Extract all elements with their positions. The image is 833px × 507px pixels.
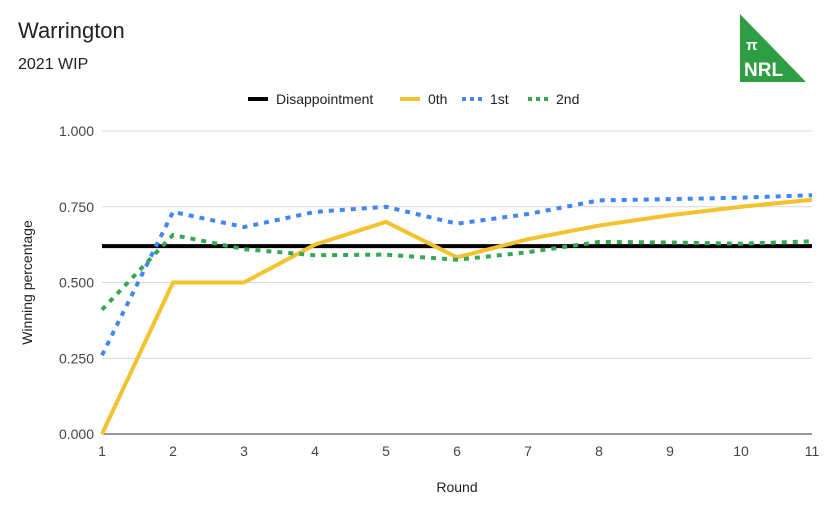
x-axis-label: Round	[436, 479, 477, 495]
y-tick-label: 0.000	[59, 426, 94, 442]
chart-subtitle: 2021 WIP	[18, 56, 89, 73]
svg-text:π: π	[746, 37, 758, 54]
legend-label: 2nd	[556, 91, 579, 107]
y-axis-label: Winning percentage	[19, 220, 35, 345]
svg-text:NRL: NRL	[744, 60, 783, 81]
series-line-0th	[100, 197, 813, 435]
legend-label: Disappointment	[276, 91, 373, 107]
x-tick-label: 7	[524, 443, 532, 459]
y-tick-label: 0.500	[59, 275, 94, 291]
x-tick-label: 4	[311, 443, 319, 459]
legend-label: 1st	[490, 91, 509, 107]
x-tick-label: 11	[805, 443, 820, 459]
x-tick-label: 2	[169, 443, 177, 459]
legend-label: 0th	[428, 91, 447, 107]
x-tick-label: 9	[666, 443, 674, 459]
series-line-1st	[100, 193, 813, 357]
x-tick-label: 5	[382, 443, 390, 459]
x-tick-label: 1	[98, 443, 106, 459]
x-tick-label: 8	[595, 443, 603, 459]
series-line-2nd	[100, 232, 813, 312]
x-tick-label: 6	[453, 443, 461, 459]
y-tick-label: 1.000	[59, 123, 94, 139]
nrl-logo: π NRL	[740, 14, 806, 82]
y-tick-label: 0.250	[59, 350, 94, 366]
y-tick-label: 0.750	[59, 199, 94, 215]
x-tick-label: 3	[240, 443, 248, 459]
x-tick-label: 10	[733, 443, 749, 459]
chart-title: Warrington	[18, 18, 125, 43]
